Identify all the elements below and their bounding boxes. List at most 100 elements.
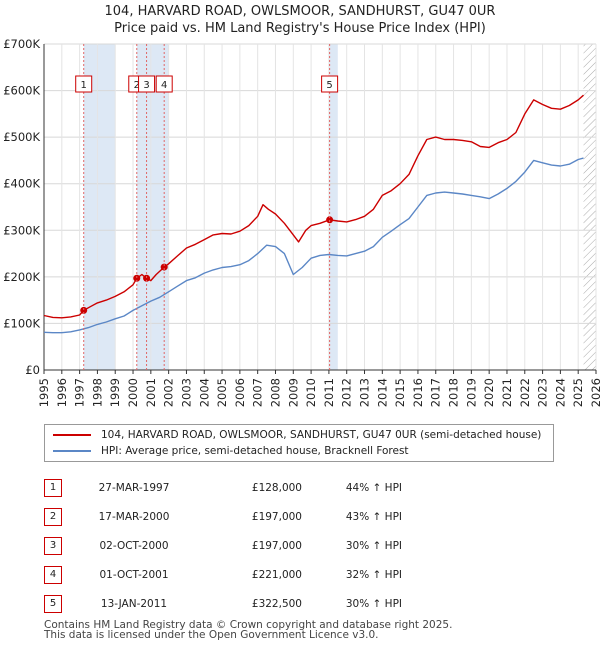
chart-subtitle: Price paid vs. HM Land Registry's House …	[114, 21, 486, 36]
y-tick-label: £600K	[3, 84, 40, 98]
x-tick-label: 2002	[162, 378, 176, 407]
x-tick-label: 2012	[340, 378, 354, 407]
x-tick-label: 1999	[108, 378, 122, 407]
sale-point	[133, 274, 141, 282]
y-tick-label: £200K	[3, 270, 40, 284]
sale-point	[143, 274, 151, 282]
x-tick-label: 2016	[411, 378, 425, 407]
transaction-hpi: 32% ↑ HPI	[345, 568, 402, 581]
transaction-hpi: 43% ↑ HPI	[345, 510, 402, 523]
x-tick-label: 1998	[90, 378, 104, 407]
transaction-price: £128,000	[251, 481, 302, 494]
x-tick-label: 2023	[536, 378, 550, 407]
transaction-price: £197,000	[251, 510, 302, 523]
x-tick-label: 2022	[518, 378, 532, 407]
transaction-badge: 1	[44, 478, 62, 497]
shaded-period	[136, 44, 169, 370]
x-tick-label: 2000	[126, 378, 140, 407]
sale-point	[160, 263, 168, 271]
x-tick-label: 2006	[233, 378, 247, 407]
transaction-badge: 2	[44, 507, 62, 526]
x-tick-label: 1995	[37, 378, 51, 407]
footer-line-licence: This data is licensed under the Open Gov…	[44, 629, 379, 641]
table-row: 1 27-MAR-1997 £128,000 44% ↑ HPI	[44, 473, 402, 502]
x-tick-label: 2009	[286, 378, 300, 407]
transaction-badge: 3	[44, 536, 62, 555]
y-tick-label: £400K	[3, 177, 40, 191]
transaction-date: 17-MAR-2000	[98, 510, 170, 523]
y-tick-label: £100K	[3, 316, 40, 330]
x-tick-label: 1997	[73, 378, 87, 407]
x-tick-label: 2007	[251, 378, 265, 407]
sale-number-box	[138, 75, 156, 93]
x-tick-label: 2010	[304, 378, 318, 407]
y-tick-label: £300K	[3, 223, 40, 237]
x-tick-label: 2026	[589, 378, 600, 407]
plot-area	[44, 44, 596, 370]
legend-label-hpi: HPI: Average price, semi-detached house,…	[101, 445, 409, 457]
y-tick-label: £700K	[3, 37, 40, 51]
transaction-badge: 5	[44, 594, 62, 613]
x-tick-label: 2004	[197, 378, 211, 407]
transaction-price: £221,000	[251, 568, 302, 581]
table-row: 5 13-JAN-2011 £322,500 30% ↑ HPI	[44, 589, 402, 618]
shaded-period	[329, 44, 338, 370]
sale-number-label: 4	[161, 80, 167, 91]
x-tick-label: 2008	[268, 378, 282, 407]
x-tick-label: 2025	[571, 378, 585, 407]
x-tick-label: 2018	[447, 378, 461, 407]
legend-item-hpi: HPI: Average price, semi-detached house,…	[53, 443, 409, 459]
footer-credits: Contains HM Land Registry data © Crown c…	[44, 619, 453, 641]
chart-title: 104, HARVARD ROAD, OWLSMOOR, SANDHURST, …	[104, 4, 496, 19]
x-tick-label: 2001	[144, 378, 158, 407]
x-tick-label: 2020	[482, 378, 496, 407]
x-tick-label: 2024	[553, 378, 567, 407]
chart-legend: 104, HARVARD ROAD, OWLSMOOR, SANDHURST, …	[44, 424, 554, 462]
table-row: 4 01-OCT-2001 £221,000 32% ↑ HPI	[44, 560, 402, 589]
legend-label-price-paid: 104, HARVARD ROAD, OWLSMOOR, SANDHURST, …	[101, 429, 542, 441]
table-row: 3 02-OCT-2000 £197,000 30% ↑ HPI	[44, 531, 402, 560]
transaction-hpi: 30% ↑ HPI	[345, 539, 402, 552]
x-tick-label: 2014	[375, 378, 389, 407]
x-tick-label: 2005	[215, 378, 229, 407]
x-tick-label: 2019	[464, 378, 478, 407]
legend-swatch-hpi	[53, 450, 91, 452]
x-tick-label: 2017	[429, 378, 443, 407]
series-line-hpi	[43, 157, 584, 334]
y-tick-label: £0	[25, 363, 40, 377]
sale-number-box	[75, 75, 93, 93]
sale-point	[326, 216, 334, 224]
sale-number-label: 1	[81, 80, 87, 91]
transaction-price: £197,000	[251, 539, 302, 552]
sale-number-label: 3	[143, 80, 149, 91]
table-row: 2 17-MAR-2000 £197,000 43% ↑ HPI	[44, 502, 402, 531]
x-tick-label: 2013	[358, 378, 372, 407]
x-tick-label: 2011	[322, 378, 336, 407]
y-tick-label: £500K	[3, 130, 40, 144]
transaction-date: 13-JAN-2011	[100, 597, 168, 610]
transaction-hpi: 44% ↑ HPI	[345, 481, 402, 494]
legend-item-price-paid: 104, HARVARD ROAD, OWLSMOOR, SANDHURST, …	[53, 427, 541, 443]
transaction-price: £322,500	[251, 597, 302, 610]
sale-point	[80, 306, 88, 314]
transaction-date: 27-MAR-1997	[98, 481, 170, 494]
x-tick-label: 2021	[500, 378, 514, 407]
legend-swatch-price-paid	[53, 434, 91, 436]
transactions-table: 1 27-MAR-1997 £128,000 44% ↑ HPI 2 17-MA…	[44, 473, 402, 618]
sale-number-box	[321, 75, 339, 93]
transaction-hpi: 30% ↑ HPI	[345, 597, 402, 610]
series-line-price-paid	[43, 94, 584, 319]
sale-number-box	[155, 75, 173, 93]
hatched-region	[583, 44, 596, 370]
shaded-period	[83, 44, 116, 370]
x-tick-label: 1996	[55, 378, 69, 407]
transaction-date: 01-OCT-2001	[99, 568, 169, 581]
footer-line-copyright: Contains HM Land Registry data © Crown c…	[44, 619, 453, 631]
transaction-badge: 4	[44, 565, 62, 584]
x-tick-label: 2015	[393, 378, 407, 407]
x-tick-label: 2003	[179, 378, 193, 407]
sale-number-label: 2	[134, 80, 140, 91]
transaction-date: 02-OCT-2000	[99, 539, 169, 552]
sale-number-label: 5	[326, 80, 332, 91]
